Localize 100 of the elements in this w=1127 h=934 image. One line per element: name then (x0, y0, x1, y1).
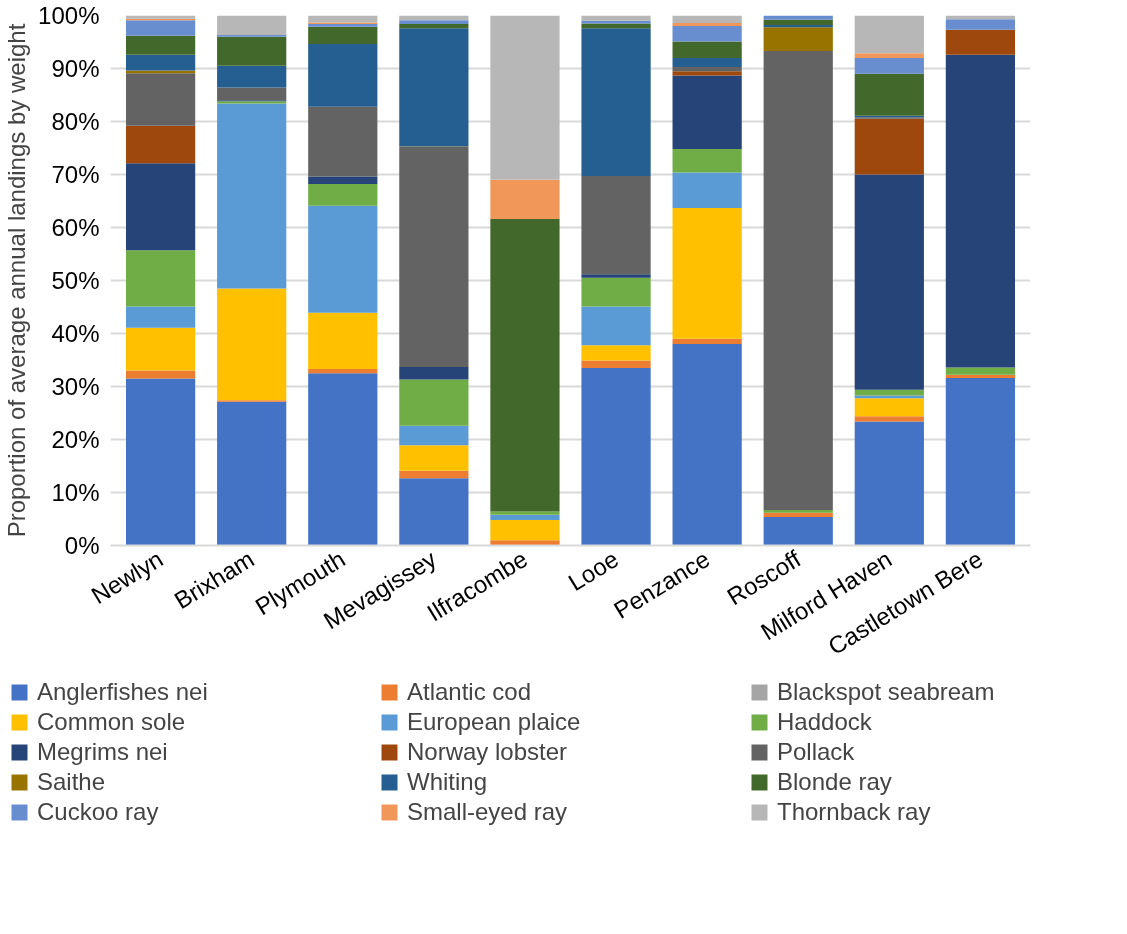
bar (763, 27, 833, 52)
bar (308, 312, 378, 370)
bar (308, 176, 378, 185)
bar (217, 15, 287, 36)
bar (308, 184, 378, 206)
legend-label: Common sole (37, 708, 187, 736)
bar (308, 44, 378, 107)
bar (308, 373, 378, 546)
bar (399, 478, 469, 546)
bar (854, 57, 924, 74)
bar (672, 26, 742, 42)
y-tick-label: 40% (51, 320, 100, 347)
bar (217, 103, 287, 289)
bar (490, 511, 560, 515)
bar (308, 26, 378, 45)
bar (672, 71, 742, 76)
bar (854, 398, 924, 417)
y-axis-title: Proportion of average annual landings by weight (3, 23, 31, 538)
legend-label: Anglerfishes nei (37, 678, 209, 706)
bar (399, 445, 469, 471)
bar (945, 378, 1016, 546)
bar (217, 288, 287, 401)
bar (581, 176, 651, 275)
bar (672, 57, 742, 67)
legend-label: European plaice (407, 708, 582, 736)
bar (125, 163, 196, 251)
bar (399, 379, 469, 426)
bar (308, 369, 378, 374)
bar (763, 512, 833, 517)
legend-label: Whiting (407, 768, 489, 796)
bar (854, 73, 924, 116)
y-tick-label: 90% (51, 55, 100, 82)
bar (308, 205, 378, 313)
bar (854, 389, 924, 396)
bar (672, 22, 742, 27)
bar (399, 425, 469, 446)
bar (672, 41, 742, 58)
y-tick-label: 30% (51, 373, 100, 400)
legend-label: Blackspot seabream (777, 678, 996, 706)
y-tick-label: 100% (38, 2, 100, 29)
bar (763, 509, 833, 513)
bar (672, 338, 742, 345)
bar (945, 29, 1016, 55)
bar (217, 401, 287, 546)
y-tick-label: 0% (64, 532, 100, 559)
bar (581, 345, 651, 361)
bar (854, 421, 924, 546)
bar (490, 540, 560, 546)
bar (217, 36, 287, 66)
legend-label: Megrims nei (37, 738, 169, 766)
bar (672, 207, 742, 339)
bar (854, 15, 924, 54)
bar (672, 15, 742, 23)
bar (217, 87, 287, 101)
bar (581, 367, 651, 546)
bar (763, 15, 833, 20)
bar (125, 306, 196, 328)
bar (399, 20, 469, 24)
bar (125, 378, 196, 546)
bar (945, 374, 1016, 379)
bar (672, 149, 742, 173)
bar (217, 65, 287, 88)
bar (125, 20, 196, 36)
bar (854, 118, 924, 175)
bar (763, 19, 833, 26)
bar (308, 106, 378, 177)
bar (125, 370, 196, 379)
y-tick-label: 20% (51, 426, 100, 453)
bar (581, 360, 651, 368)
bar (581, 28, 651, 177)
bar (672, 75, 742, 150)
bar (490, 514, 560, 521)
legend-label: Atlantic cod (407, 678, 533, 706)
bar (125, 125, 196, 164)
bar (672, 172, 742, 208)
bar (399, 470, 469, 479)
legend-label: Thornback ray (777, 798, 932, 826)
bar (490, 520, 560, 541)
bar (581, 306, 651, 346)
legend-label: Blonde ray (777, 768, 893, 796)
bar (125, 327, 196, 371)
bar (854, 416, 924, 422)
y-tick-label: 50% (51, 267, 100, 294)
bar (490, 179, 560, 220)
bar (125, 35, 196, 55)
bar (125, 73, 196, 126)
bar (945, 54, 1016, 368)
legend-label: Saithe (37, 768, 107, 796)
legend-label: Haddock (777, 708, 873, 736)
bar (672, 344, 742, 546)
bar (490, 15, 560, 180)
bar (581, 15, 651, 21)
bar (945, 19, 1016, 30)
bar (125, 54, 196, 71)
bar (763, 25, 833, 28)
y-tick-label: 70% (51, 161, 100, 188)
legend-label: Pollack (777, 738, 856, 766)
bar (399, 23, 469, 29)
legend-label: Norway lobster (407, 738, 569, 766)
bar (581, 277, 651, 307)
